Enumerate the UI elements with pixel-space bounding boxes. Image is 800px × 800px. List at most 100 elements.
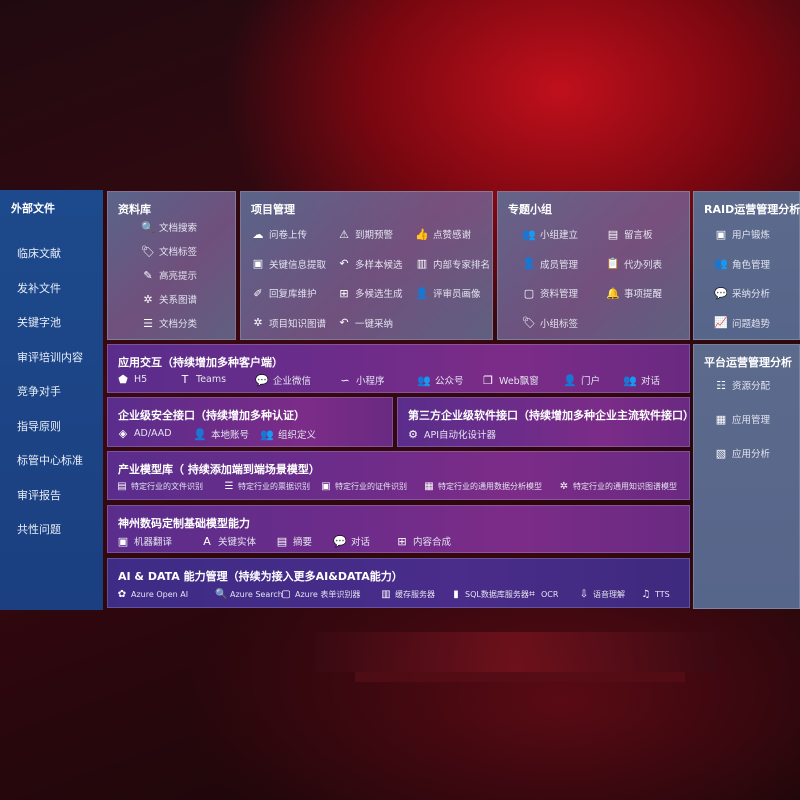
- raid-item-id-card[interactable]: ▣ 用户锻炼: [714, 227, 770, 242]
- group-item-clipboard[interactable]: 📋 代办列表: [606, 257, 662, 271]
- item-label: 留言板: [624, 230, 653, 241]
- thirdparty-item-api-gear[interactable]: ⚙ API自动化设计器: [406, 427, 496, 442]
- project-item-key-info[interactable]: ▣ 关键信息提取: [251, 257, 326, 271]
- background-shape: [355, 672, 685, 682]
- item-label: 关键信息提取: [269, 259, 327, 271]
- platform-item-analytics[interactable]: ▧ 应用分析: [714, 446, 770, 461]
- interaction-item-portal[interactable]: 👤 门户: [563, 373, 600, 388]
- item-label: Teams: [196, 374, 227, 385]
- project-item-user[interactable]: 👤 评审员画像: [415, 286, 480, 301]
- project-item-graph[interactable]: ✲ 项目知识图谱: [251, 316, 326, 330]
- item-label: 小组标签: [540, 318, 579, 330]
- group-item-users[interactable]: 👥 小组建立: [522, 227, 578, 242]
- base-item-entity[interactable]: A 关键实体: [200, 534, 256, 549]
- qa-icon: 💬: [714, 286, 728, 300]
- interaction-item-chat[interactable]: 👥 对话: [623, 373, 660, 388]
- official-account-icon: 👥: [417, 373, 431, 387]
- item-label: 特定行业的通用知识图谱模型: [573, 482, 677, 491]
- puzzle-icon: ⊞: [339, 286, 349, 300]
- library-item-doc-search[interactable]: 🔍 文档搜索: [141, 220, 197, 235]
- aidata-item-form[interactable]: ▢ Azure 表单识别器: [280, 589, 360, 600]
- library-item-graph[interactable]: ✲ 关系图谱: [141, 292, 198, 307]
- sidebar-item[interactable]: 发补文件: [17, 281, 61, 295]
- sidebar-item[interactable]: 指导原则: [17, 419, 61, 433]
- project-item-thumbs-up[interactable]: 👍 点赞感谢: [415, 227, 471, 242]
- security-item-local-account[interactable]: 👤 本地账号: [193, 427, 249, 442]
- ad-icon: ◈: [118, 427, 128, 440]
- sidebar-item[interactable]: 共性问题: [17, 523, 61, 536]
- models-item-file[interactable]: ▤ 特定行业的文件识别: [116, 481, 203, 492]
- item-label: 组织定义: [278, 430, 317, 441]
- apps-icon: ▦: [715, 412, 727, 426]
- interaction-item-teams[interactable]: T Teams: [178, 373, 226, 386]
- aidata-item-search[interactable]: 🔍 Azure Search: [215, 589, 283, 600]
- sidebar-item[interactable]: 标管中心标准: [17, 454, 83, 467]
- item-label: 缓存服务器: [395, 590, 435, 599]
- interaction-item-wecom[interactable]: 💬 企业微信: [255, 373, 311, 388]
- base-item-compose[interactable]: ⊞ 内容合成: [395, 534, 451, 549]
- project-item-reply[interactable]: ↶ 一键采纳: [337, 316, 393, 330]
- library-item-doc-list[interactable]: ☰ 文档分类: [141, 316, 198, 331]
- sidebar-item[interactable]: 审评培训内容: [17, 350, 83, 364]
- panel-topic-group: 专题小组 👥 小组建立 ▤ 留言板 👤 成员管理 📋 代办列表 ▢ 资料管理 🔔 事项提醒 🏷 小组标签: [497, 191, 690, 340]
- raid-item-users[interactable]: 👥 角色管理: [714, 257, 770, 271]
- base-item-translate[interactable]: ▣ 机器翻译: [116, 534, 172, 549]
- models-item-id-card[interactable]: ▣ 特定行业的证件识别: [320, 481, 407, 492]
- project-item-reply[interactable]: ↶ 多样本候选: [337, 257, 402, 271]
- item-label: 资料管理: [540, 289, 579, 300]
- security-item-ad[interactable]: ◈ AD/AAD: [116, 427, 172, 440]
- item-label: TTS: [655, 590, 670, 599]
- interaction-item-html5[interactable]: ⬟ H5: [116, 373, 147, 386]
- project-item-ranking[interactable]: ▥ 内部专家排名: [415, 257, 490, 271]
- models-item-receipt[interactable]: ☰ 特定行业的票据识别: [223, 481, 310, 492]
- panel-title: 产业模型库（ 持续添加端到端场景模型）: [118, 463, 320, 476]
- models-item-chart[interactable]: ▦ 特定行业的通用数据分析模型: [423, 481, 542, 492]
- panel-title: AI & DATA 能力管理（持续为接入更多AI&DATA能力）: [118, 570, 403, 583]
- teams-icon: T: [181, 373, 189, 386]
- item-label: 多候选生成: [355, 289, 403, 300]
- raid-item-qa[interactable]: 💬 采纳分析: [714, 286, 771, 301]
- models-item-graph[interactable]: ✲ 特定行业的通用知识图谱模型: [558, 481, 677, 492]
- interaction-item-window[interactable]: ❐ Web飘窗: [481, 373, 539, 388]
- aidata-item-ocr[interactable]: ⌗ OCR: [526, 589, 558, 600]
- bbs-icon: ▤: [607, 227, 619, 241]
- sidebar-item[interactable]: 竞争对手: [17, 385, 61, 398]
- list-icon: ☷: [716, 378, 726, 392]
- panel-platform-analysis: 平台运营管理分析 ☷ 资源分配 ▦ 应用管理 ▧ 应用分析: [693, 344, 800, 609]
- graph-icon: ✲: [143, 292, 153, 306]
- interaction-item-official-account[interactable]: 👥 公众号: [417, 373, 463, 388]
- project-item-edit[interactable]: ✐ 回复库维护: [251, 286, 316, 301]
- platform-item-list[interactable]: ☷ 资源分配: [714, 378, 770, 393]
- analytics-icon: ▧: [715, 446, 727, 460]
- platform-item-apps[interactable]: ▦ 应用管理: [714, 412, 770, 427]
- group-item-user-add[interactable]: 👤 成员管理: [522, 257, 578, 271]
- aidata-item-speech[interactable]: ⇩ 语音理解: [578, 589, 625, 600]
- library-item-tag[interactable]: 🏷 文档标签: [141, 244, 197, 259]
- security-item-org[interactable]: 👥 组织定义: [260, 427, 317, 442]
- aidata-item-openai[interactable]: ✿ Azure Open AI: [116, 589, 188, 600]
- aidata-item-tts[interactable]: ♫ TTS: [640, 589, 670, 600]
- item-label: 摘要: [293, 537, 313, 548]
- base-item-chat[interactable]: 💬 对话: [333, 534, 370, 549]
- library-item-pen[interactable]: ✎ 高亮提示: [141, 268, 197, 283]
- group-item-bell[interactable]: 🔔 事项提醒: [606, 286, 662, 301]
- interaction-item-miniprogram[interactable]: ∽ 小程序: [338, 373, 384, 388]
- aidata-item-cache[interactable]: ▥ 缓存服务器: [380, 589, 435, 600]
- project-item-alarm[interactable]: ⚠ 到期预警: [337, 227, 393, 242]
- group-item-tag[interactable]: 🏷 小组标签: [522, 316, 578, 330]
- sidebar-item[interactable]: 关键字池: [17, 316, 61, 329]
- item-label: 特定行业的文件识别: [131, 482, 203, 491]
- raid-item-trend[interactable]: 📈 问题趋势: [714, 316, 770, 330]
- file-icon: ▤: [117, 481, 127, 492]
- item-label: 关系图谱: [159, 295, 198, 306]
- sidebar-item[interactable]: 审评报告: [17, 488, 61, 502]
- aidata-item-sql[interactable]: ▮ SQL数据库服务器: [450, 589, 529, 600]
- item-label: 采纳分析: [732, 289, 771, 300]
- project-item-cloud-upload[interactable]: ☁ 问卷上传: [251, 227, 308, 242]
- project-item-puzzle[interactable]: ⊞ 多候选生成: [337, 286, 403, 301]
- group-item-bbs[interactable]: ▤ 留言板: [606, 227, 653, 242]
- item-label: 文档分类: [159, 319, 198, 330]
- sidebar-item[interactable]: 临床文献: [17, 247, 61, 260]
- group-item-folder[interactable]: ▢ 资料管理: [522, 286, 579, 301]
- base-item-summary[interactable]: ▤ 摘要: [275, 534, 313, 549]
